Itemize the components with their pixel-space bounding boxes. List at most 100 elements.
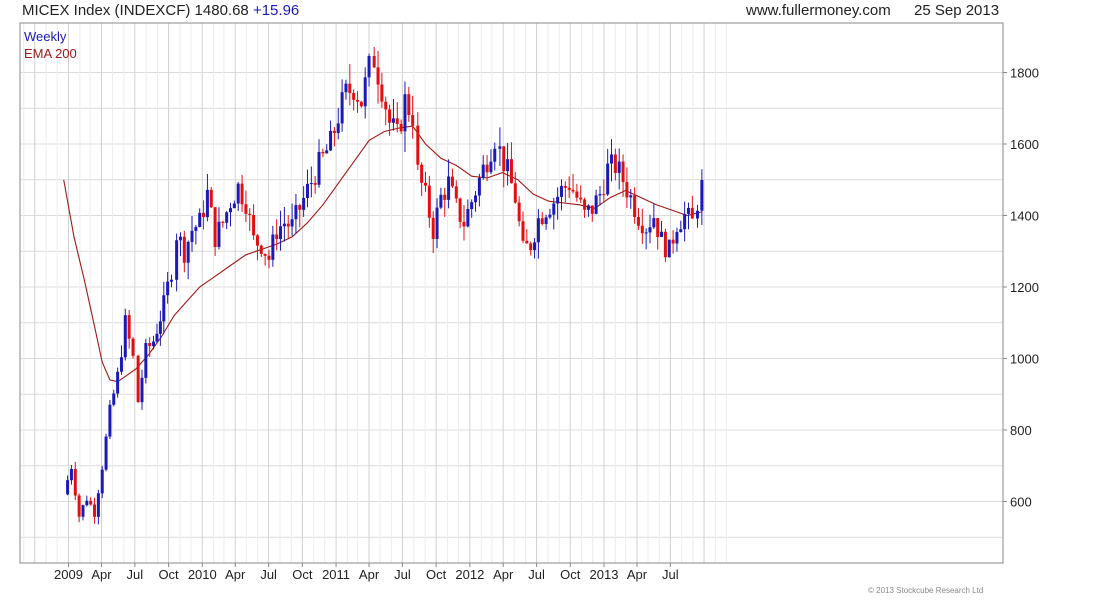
y-tick-label: 1800 [1010,66,1039,81]
candle-body [104,436,108,470]
candle-body [367,55,371,78]
candle-body [73,468,77,496]
y-tick-label: 600 [1010,495,1032,510]
candle-body [567,187,571,190]
candle-body [594,195,598,214]
x-tick-label: Jul [662,567,679,582]
candle-body [695,210,699,219]
candle-body [506,159,510,172]
candle-body [217,221,221,247]
candle-body [85,500,89,506]
candle-body [313,183,317,185]
candle-body [602,194,606,196]
candle-body [633,195,637,217]
candle-body [521,221,525,241]
candle-body [221,221,225,223]
candle-body [700,180,704,211]
candle-body [359,101,363,107]
candle-body [583,199,587,210]
candle-body [376,67,380,85]
candle-body [485,164,489,173]
candle-body [458,198,462,222]
candle-body [443,194,447,200]
candle-body [439,194,443,208]
candle-body [182,236,186,263]
x-tick-label: Apr [359,567,380,582]
x-tick-label: 2011 [322,567,350,582]
x-tick-label: Apr [493,567,514,582]
candle-body [225,212,229,223]
candle-body [498,146,502,149]
candle-body [399,123,403,132]
candle-body [136,355,140,403]
candle-body [116,371,120,394]
x-tick-label: Oct [158,567,179,582]
candle-body [559,185,563,197]
candle-body [502,146,506,172]
candle-body [205,189,209,218]
candle-body [625,182,629,198]
candle-body [252,214,256,236]
candle-body [671,239,675,244]
candle-body [533,242,537,251]
candle-body [131,338,135,356]
candle-body [93,504,97,517]
x-tick-label: 2010 [188,567,217,582]
candle-body [610,154,614,164]
candle-body [663,231,667,258]
candle-body [525,240,529,244]
candle-body [286,223,290,227]
candle-body [579,197,583,200]
candle-body [552,203,556,215]
candle-body [540,218,544,225]
y-tick-label: 800 [1010,423,1032,438]
candle-body [447,176,451,200]
candle-body [571,189,575,192]
candle-body [675,232,679,244]
candle-body [660,231,664,237]
candle-body [279,226,283,240]
candle-body [298,205,302,210]
candle-body [96,493,100,517]
candle-body [420,164,424,183]
candle-body [140,377,144,403]
candle-body [155,333,159,342]
candle-body [667,239,671,258]
candle-body [259,245,263,254]
candle-body [356,99,360,102]
candle-body [169,279,173,282]
x-tick-label: Oct [560,567,581,582]
candle-body [178,236,182,241]
candle-body [213,207,217,247]
candle-body [336,123,340,133]
website-label[interactable]: www.fullermoney.com [746,2,891,19]
candle-body [411,115,415,126]
x-tick-label: Jul [394,567,411,582]
candle-body [391,118,395,123]
candle-body [493,148,497,162]
candle-body [275,234,279,240]
candle-body [489,161,493,173]
x-tick-label: Apr [627,567,648,582]
price-candles [66,46,704,525]
candle-body [395,118,399,124]
x-tick-label: Jul [528,567,545,582]
chart-header: MICEX Index (INDEXCF) 1480.68 +15.96 www… [0,0,1100,24]
candle-body [470,202,474,210]
candle-body [263,253,267,256]
candle-body [427,185,431,218]
candle-body [232,203,236,209]
candle-body [509,159,513,184]
candle-body [255,235,259,246]
candle-body [340,92,344,124]
candle-body [606,163,610,195]
candle-body [636,216,640,226]
x-tick-label: Apr [91,567,112,582]
candle-body [229,208,233,213]
candle-body [548,214,552,218]
candle-body [127,315,131,339]
x-tick-label: 2012 [455,567,484,582]
candle-body [66,480,70,495]
candle-body [424,182,427,186]
candle-body [81,505,85,517]
